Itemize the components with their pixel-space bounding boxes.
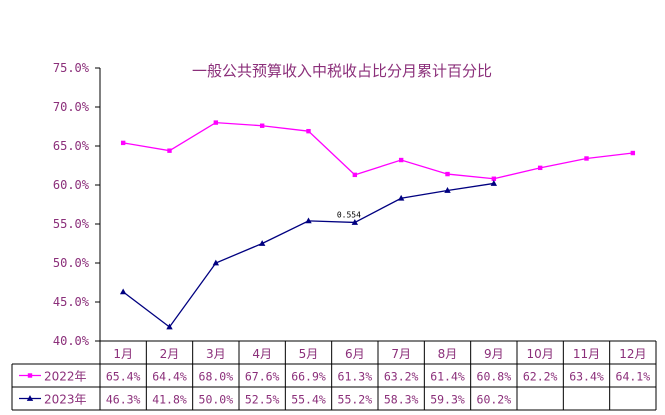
y-tick-label: 40.0% bbox=[53, 334, 90, 348]
data-point-2023年 bbox=[397, 194, 405, 201]
table-value-cell: 60.8% bbox=[477, 370, 512, 384]
data-point-2023年 bbox=[490, 180, 498, 186]
x-category-label: 8月 bbox=[438, 347, 458, 361]
data-point-2022年 bbox=[537, 165, 543, 171]
table-value-cell: 50.0% bbox=[199, 393, 234, 407]
data-point-2023年 bbox=[166, 323, 173, 330]
data-point-2022年 bbox=[306, 128, 311, 134]
annotation-label: 0.554 bbox=[337, 210, 361, 219]
table-value-cell: 55.2% bbox=[338, 393, 373, 407]
series-line-2022年 bbox=[123, 121, 633, 180]
chart-title: 一般公共预算收入中税收占比分月累计百分比 bbox=[192, 62, 492, 80]
table-value-cell: 63.2% bbox=[384, 370, 419, 384]
table-value-cell: 64.4% bbox=[152, 370, 187, 384]
legend-key-marker bbox=[27, 373, 33, 378]
data-point-2022年 bbox=[352, 172, 358, 178]
data-point-2022年 bbox=[213, 120, 219, 125]
data-point-2022年 bbox=[120, 140, 126, 146]
table-value-cell: 68.0% bbox=[199, 370, 234, 384]
data-point-2023年 bbox=[119, 288, 127, 295]
data-point-2022年 bbox=[491, 176, 497, 181]
data-point-2023年 bbox=[212, 259, 220, 266]
legend-series-name: 2023年 bbox=[44, 393, 87, 407]
y-tick-label: 60.0% bbox=[53, 178, 90, 192]
table-value-cell: 46.3% bbox=[106, 393, 141, 407]
x-category-label: 6月 bbox=[345, 347, 365, 361]
x-category-label: 10月 bbox=[527, 347, 554, 361]
table-value-cell: 61.4% bbox=[430, 370, 465, 384]
x-category-label: 5月 bbox=[299, 347, 319, 361]
table-value-cell: 66.9% bbox=[291, 370, 326, 384]
table-value-cell: 41.8% bbox=[152, 393, 187, 407]
data-point-2022年 bbox=[167, 148, 172, 153]
table-value-cell: 67.6% bbox=[245, 370, 280, 384]
series-line-2023年 bbox=[122, 182, 494, 328]
x-category-label: 12月 bbox=[619, 347, 646, 361]
y-tick-label: 50.0% bbox=[53, 256, 90, 270]
data-markers bbox=[119, 120, 636, 330]
data-point-2022年 bbox=[630, 150, 636, 156]
data-table: 1月 2月 3月 4月 5月 6月 7月 8月 9月 10月 11月 12月 2022年 65.4% 64.… bbox=[11, 341, 657, 411]
data-point-2022年 bbox=[584, 156, 589, 161]
y-tick-label: 65.0% bbox=[53, 139, 90, 153]
table-value-cell: 55.4% bbox=[291, 393, 326, 407]
y-axis-tick-labels: 75.0% 70.0% 65.0% 60.0% 55.0% 50.0% 45.0% 40.0% bbox=[53, 61, 90, 348]
y-tick-label: 70.0% bbox=[53, 100, 90, 114]
data-point-2022年 bbox=[398, 157, 404, 163]
data-point-2022年 bbox=[445, 171, 450, 177]
table-value-cell: 62.2% bbox=[523, 370, 558, 384]
x-category-label: 7月 bbox=[391, 347, 411, 361]
x-category-label: 11月 bbox=[573, 347, 600, 361]
legend-series-name: 2022年 bbox=[44, 370, 87, 384]
chart-annotations: 0.554 bbox=[337, 210, 361, 219]
x-category-label: 1月 bbox=[113, 347, 133, 361]
table-value-cell: 59.3% bbox=[430, 393, 465, 407]
data-point-2023年 bbox=[305, 217, 312, 224]
table-value-cell: 61.3% bbox=[338, 370, 373, 384]
table-value-cell: 65.4% bbox=[106, 370, 141, 384]
table-value-cell: 63.4% bbox=[569, 370, 604, 384]
table-value-cell: 64.1% bbox=[616, 370, 651, 384]
x-category-label: 4月 bbox=[252, 347, 272, 361]
table-value-cell: 58.3% bbox=[384, 393, 419, 407]
x-category-label: 9月 bbox=[484, 347, 504, 361]
x-category-label: 3月 bbox=[206, 347, 226, 361]
x-category-label: 2月 bbox=[160, 347, 180, 361]
series-lines bbox=[122, 121, 633, 328]
y-tick-label: 75.0% bbox=[53, 61, 90, 75]
y-tick-label: 45.0% bbox=[53, 295, 90, 309]
legend-key-marker bbox=[26, 395, 34, 401]
table-value-cell: 52.5% bbox=[245, 393, 280, 407]
table-value-cell: 60.2% bbox=[477, 393, 512, 407]
data-point-2022年 bbox=[259, 123, 265, 128]
data-point-2023年 bbox=[444, 187, 451, 193]
y-tick-label: 55.0% bbox=[53, 217, 90, 231]
data-point-2023年 bbox=[351, 219, 359, 225]
data-point-2023年 bbox=[258, 240, 266, 246]
